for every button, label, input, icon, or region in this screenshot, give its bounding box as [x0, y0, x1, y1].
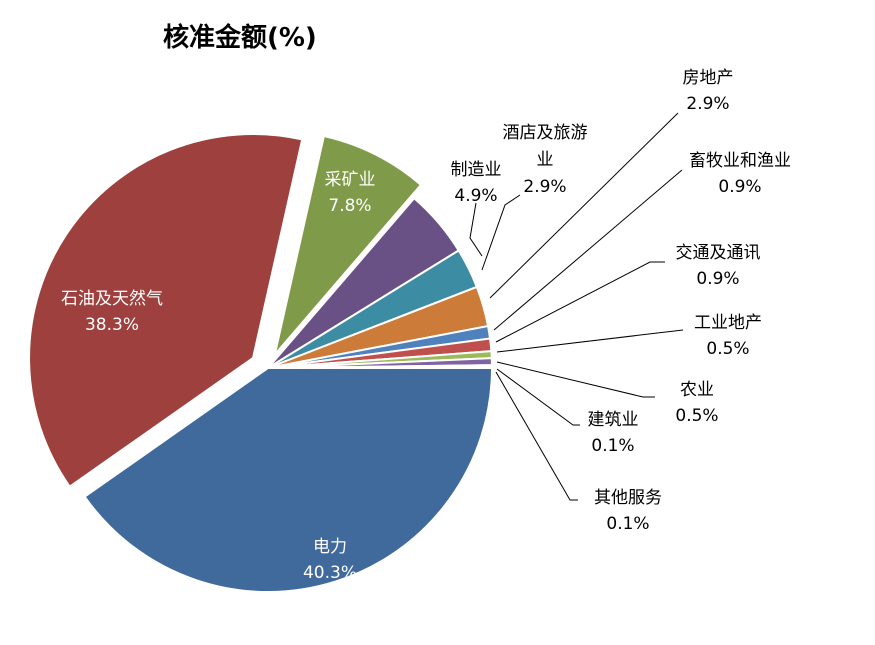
slice-value-label-6: 0.9%	[718, 177, 761, 197]
slice-value-label-9: 0.5%	[675, 406, 718, 426]
slice-value-label-0: 40.3%	[303, 563, 357, 583]
slice-label-4-cont: 业	[537, 150, 554, 170]
slice-label-7: 交通及通讯	[676, 243, 761, 263]
chart-title: 核准金额(%)	[163, 22, 317, 53]
slice-label-10: 建筑业	[588, 410, 639, 430]
pie-slice-2	[273, 134, 423, 356]
slice-label-2: 采矿业	[325, 170, 376, 190]
leader-line-3	[469, 202, 483, 257]
leader-line-10	[496, 368, 580, 426]
leader-line-7	[495, 261, 665, 343]
slice-value-label-1: 38.3%	[85, 315, 139, 335]
slice-label-9: 农业	[680, 380, 714, 400]
slice-label-1: 石油及天然气	[61, 289, 163, 309]
pie-slice-1	[28, 132, 304, 489]
leader-line-11	[495, 371, 578, 501]
slice-label-6: 畜牧业和渔业	[689, 151, 791, 171]
leader-line-9	[496, 361, 655, 398]
slice-label-4: 酒店及旅游	[503, 123, 588, 143]
leader-line-6	[493, 169, 683, 331]
slice-value-label-10: 0.1%	[591, 436, 634, 456]
pie-slice-0	[83, 367, 494, 593]
slice-value-label-5: 2.9%	[686, 94, 729, 114]
leader-lines	[469, 112, 684, 501]
slice-label-11: 其他服务	[594, 488, 662, 508]
slice-value-label-8: 0.5%	[706, 339, 749, 359]
pie-slice-11	[267, 365, 494, 369]
slice-label-8: 工业地产	[694, 313, 762, 333]
slice-value-label-4: 2.9%	[523, 177, 566, 197]
slice-label-0: 电力	[313, 537, 347, 557]
slice-value-label-3: 4.9%	[454, 186, 497, 206]
slice-value-label-7: 0.9%	[696, 269, 739, 289]
leader-line-5	[489, 112, 679, 299]
slice-value-label-2: 7.8%	[328, 196, 371, 216]
slice-value-label-11: 0.1%	[606, 514, 649, 534]
leader-line-8	[496, 329, 684, 353]
leader-line-4	[481, 194, 521, 271]
pie-slices	[28, 132, 494, 593]
slice-label-3: 制造业	[451, 160, 502, 180]
slice-label-5: 房地产	[683, 68, 734, 88]
